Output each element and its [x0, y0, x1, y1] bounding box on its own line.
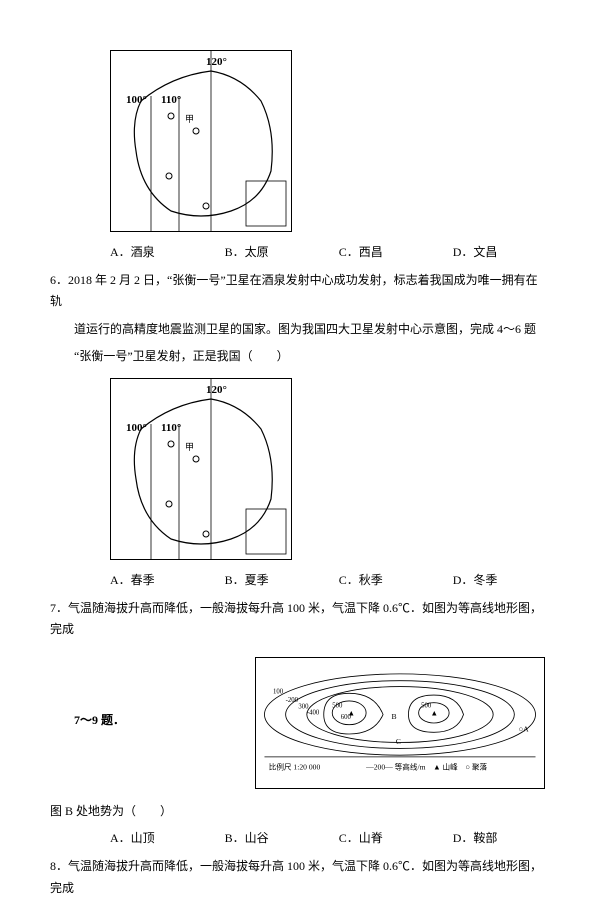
q6-option-b: B．夏季	[225, 570, 269, 592]
map-lon-100: 100°	[126, 91, 147, 111]
q5-option-a: A．酒泉	[110, 242, 155, 264]
svg-text:甲: 甲	[185, 442, 194, 452]
map-lon-110: 110°	[161, 91, 181, 111]
q6-option-a: A．春季	[110, 570, 155, 592]
q6-option-c: C．秋季	[339, 570, 383, 592]
svg-text:-400: -400	[307, 709, 320, 716]
q7-option-a: A．山顶	[110, 828, 155, 850]
svg-text:100: 100	[273, 688, 284, 695]
q6-stem-line1: 6．2018 年 2 月 2 日，“张衡一号”卫星在酒泉发射中心成功发射，标志着…	[50, 270, 545, 313]
q7-stem-line1: 7．气温随海拔升高而降低，一般海拔每升高 100 米，气温下降 0.6℃．如图为…	[50, 598, 545, 641]
svg-text:-200: -200	[286, 697, 299, 704]
q5-option-d: D．文昌	[453, 242, 498, 264]
q7-question: 图 B 处地势为（ ）	[50, 801, 545, 823]
q6-options: A．春季 B．夏季 C．秋季 D．冬季	[110, 570, 545, 592]
q5-options: A．酒泉 B．太原 C．西昌 D．文昌	[110, 242, 545, 264]
contour-map-image: ▲ ▲ B C ○A 100 -200 300 -400 500 600 500…	[255, 657, 545, 789]
q7-option-b: B．山谷	[225, 828, 269, 850]
contour-scale: 比例尺 1:20 000	[269, 761, 321, 771]
china-map-image-1: 120° 100° 110° 甲	[110, 50, 292, 232]
svg-text:500: 500	[332, 703, 343, 710]
contour-legend: —200— 等高线/m ▲ 山峰 ○ 聚落	[365, 761, 487, 771]
svg-text:▲: ▲	[431, 708, 439, 717]
svg-text:B: B	[392, 712, 397, 721]
map2-lon-120: 120°	[206, 381, 227, 401]
q6-option-d: D．冬季	[453, 570, 498, 592]
q8-stem: 8．气温随海拔升高而降低，一般海拔每升高 100 米，气温下降 0.6℃．如图为…	[50, 856, 545, 899]
q6-stem-line2: 道运行的高精度地震监测卫星的国家。图为我国四大卫星发射中心示意图，完成 4～6 …	[50, 319, 545, 341]
q7-option-c: C．山脊	[339, 828, 383, 850]
q7-stem-line2: 7～9 题．	[74, 710, 125, 732]
q7-options: A．山顶 B．山谷 C．山脊 D．鞍部	[110, 828, 545, 850]
svg-text:C: C	[396, 737, 401, 746]
svg-text:○A: ○A	[519, 724, 530, 733]
q5-option-b: B．太原	[225, 242, 269, 264]
svg-text:甲: 甲	[185, 114, 194, 124]
svg-text:600: 600	[341, 714, 352, 721]
q7-option-d: D．鞍部	[453, 828, 498, 850]
map2-lon-110: 110°	[161, 419, 181, 439]
map-lon-120: 120°	[206, 53, 227, 73]
q5-option-c: C．西昌	[339, 242, 383, 264]
svg-text:500: 500	[421, 703, 432, 710]
china-map-image-2: 120° 100° 110° 甲	[110, 378, 292, 560]
map2-lon-100: 100°	[126, 419, 147, 439]
q6-stem-line3: “张衡一号”卫星发射，正是我国（ ）	[50, 346, 545, 368]
